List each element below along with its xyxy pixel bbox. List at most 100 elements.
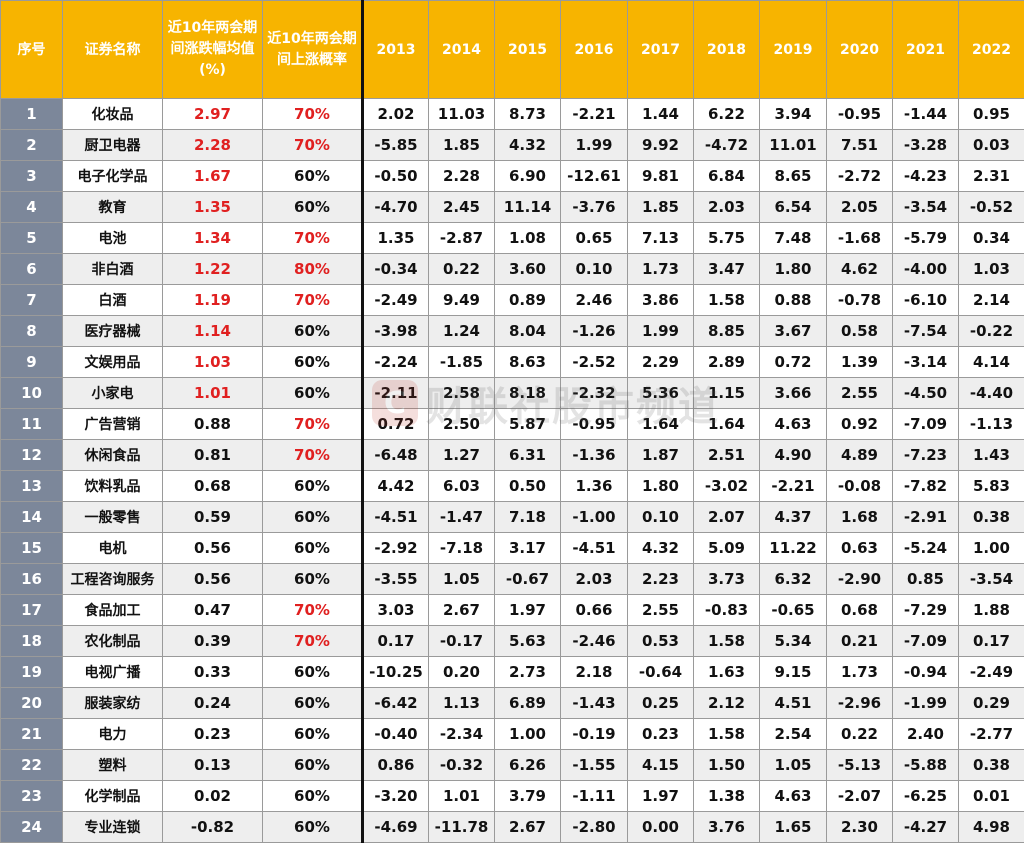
year-change: -5.88	[892, 749, 959, 781]
year-change: 8.65	[759, 160, 827, 192]
year-change: 1.58	[693, 718, 760, 750]
year-change: -4.51	[362, 501, 429, 533]
year-change: 1.80	[759, 253, 827, 285]
year-change: 1.50	[693, 749, 760, 781]
avg-change: 1.67	[162, 160, 263, 192]
year-change: -2.91	[892, 501, 959, 533]
year-change: 8.85	[693, 315, 760, 347]
year-change: -2.07	[826, 780, 893, 812]
year-change: -0.95	[560, 408, 628, 440]
row-index: 6	[0, 253, 63, 285]
year-change: 0.03	[958, 129, 1024, 161]
year-change: 7.48	[759, 222, 827, 254]
header-index: 序号	[0, 0, 63, 99]
year-change: 1.97	[494, 594, 561, 626]
year-change: -3.02	[693, 470, 760, 502]
year-change: -1.47	[428, 501, 495, 533]
year-change: -0.52	[958, 191, 1024, 223]
year-change: 2.89	[693, 346, 760, 378]
year-change: -7.18	[428, 532, 495, 564]
sector-name: 小家电	[62, 377, 163, 409]
header-up-probability: 近10年两会期间上涨概率	[262, 0, 364, 99]
year-change: 1.85	[627, 191, 694, 223]
sector-name: 农化制品	[62, 625, 163, 657]
table-row: 1 化妆品 2.97 70% 2.02 11.03 8.73 -2.21 1.44 6.22 3.9…	[0, 98, 1024, 130]
year-change: 1.85	[428, 129, 495, 161]
year-change: 1.58	[693, 625, 760, 657]
year-change: 5.09	[693, 532, 760, 564]
avg-change: 0.81	[162, 439, 263, 471]
year-change: 2.28	[428, 160, 495, 192]
up-probability: 60%	[262, 315, 364, 347]
table-body: 1 化妆品 2.97 70% 2.02 11.03 8.73 -2.21 1.44 6.22 3.9…	[0, 98, 1024, 843]
avg-change: 1.34	[162, 222, 263, 254]
year-change: -2.87	[428, 222, 495, 254]
sector-name: 化妆品	[62, 98, 163, 130]
table-row: 18 农化制品 0.39 70% 0.17 -0.17 5.63 -2.46 0.53 1.58 5…	[0, 625, 1024, 657]
year-change: 2.03	[693, 191, 760, 223]
sector-name: 化学制品	[62, 780, 163, 812]
year-change: -4.51	[560, 532, 628, 564]
year-change: 2.58	[428, 377, 495, 409]
year-change: 1.39	[826, 346, 893, 378]
year-change: 0.10	[627, 501, 694, 533]
year-change: 0.29	[958, 687, 1024, 719]
avg-change: 2.28	[162, 129, 263, 161]
year-change: 1.87	[627, 439, 694, 471]
year-change: -2.49	[362, 284, 429, 316]
up-probability: 60%	[262, 470, 364, 502]
year-change: -7.29	[892, 594, 959, 626]
row-index: 16	[0, 563, 63, 595]
year-change: -2.11	[362, 377, 429, 409]
year-change: 1.13	[428, 687, 495, 719]
table-row: 4 教育 1.35 60% -4.70 2.45 11.14 -3.76 1.85 2.03 6.5…	[0, 191, 1024, 223]
table-row: 22 塑料 0.13 60% 0.86 -0.32 6.26 -1.55 4.15 1.50 1.0…	[0, 749, 1024, 781]
year-change: -1.36	[560, 439, 628, 471]
year-change: 6.89	[494, 687, 561, 719]
up-probability: 60%	[262, 346, 364, 378]
year-change: -3.20	[362, 780, 429, 812]
table-row: 7 白酒 1.19 70% -2.49 9.49 0.89 2.46 3.86 1.58 0.88-…	[0, 284, 1024, 316]
year-change: 11.22	[759, 532, 827, 564]
up-probability: 60%	[262, 563, 364, 595]
year-change: 2.23	[627, 563, 694, 595]
row-index: 13	[0, 470, 63, 502]
up-probability: 60%	[262, 687, 364, 719]
year-change: -4.70	[362, 191, 429, 223]
header-year: 2018	[693, 0, 760, 99]
year-change: 2.50	[428, 408, 495, 440]
year-change: 0.65	[560, 222, 628, 254]
year-change: 3.66	[759, 377, 827, 409]
year-change: 1.05	[759, 749, 827, 781]
up-probability: 70%	[262, 439, 364, 471]
row-index: 9	[0, 346, 63, 378]
year-change: -2.32	[560, 377, 628, 409]
year-change: -3.76	[560, 191, 628, 223]
year-change: 7.18	[494, 501, 561, 533]
year-change: 3.76	[693, 811, 760, 843]
year-change: -0.95	[826, 98, 893, 130]
year-change: -2.80	[560, 811, 628, 843]
sector-name: 电视广播	[62, 656, 163, 688]
row-index: 20	[0, 687, 63, 719]
year-change: 5.36	[627, 377, 694, 409]
year-change: 4.32	[627, 532, 694, 564]
year-change: 2.14	[958, 284, 1024, 316]
year-change: 5.87	[494, 408, 561, 440]
year-change: 0.20	[428, 656, 495, 688]
year-change: -1.68	[826, 222, 893, 254]
row-index: 4	[0, 191, 63, 223]
year-change: 0.38	[958, 749, 1024, 781]
table-row: 20 服装家纺 0.24 60% -6.42 1.13 6.89 -1.43 0.25 2.12 4…	[0, 687, 1024, 719]
year-change: 0.21	[826, 625, 893, 657]
up-probability: 70%	[262, 625, 364, 657]
year-change: 1.00	[958, 532, 1024, 564]
table-row: 16 工程咨询服务 0.56 60% -3.55 1.05 -0.67 2.03 2.23 3.7…	[0, 563, 1024, 595]
table-row: 21 电力 0.23 60% -0.40 -2.34 1.00 -0.19 0.23 1.58 2.…	[0, 718, 1024, 750]
avg-change: 0.56	[162, 563, 263, 595]
row-index: 15	[0, 532, 63, 564]
year-change: 0.00	[627, 811, 694, 843]
row-index: 1	[0, 98, 63, 130]
year-change: 5.75	[693, 222, 760, 254]
row-index: 18	[0, 625, 63, 657]
